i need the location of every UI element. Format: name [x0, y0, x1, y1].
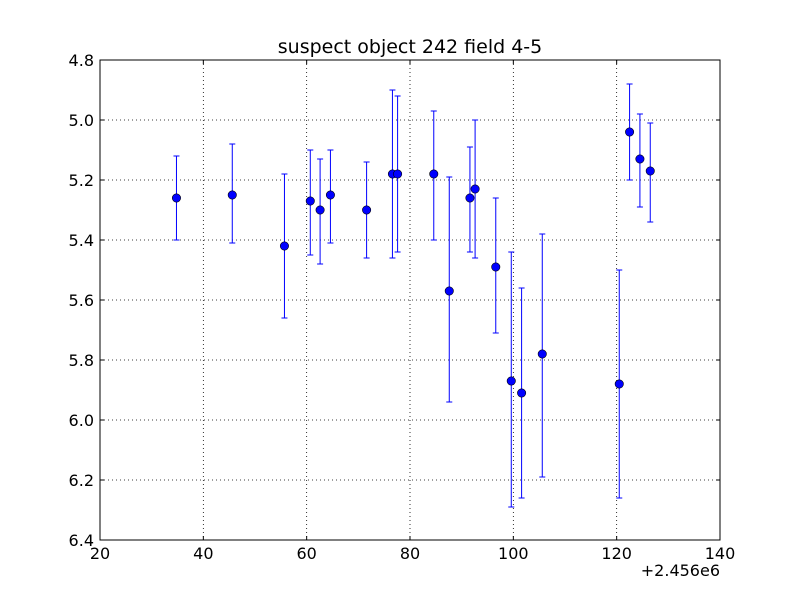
data-point: [305, 196, 315, 206]
y-tick-label: 5.4: [69, 231, 94, 250]
data-point: [171, 193, 181, 203]
x-axis-offset-label: +2.456e6: [641, 561, 720, 580]
x-tick-label: 40: [193, 544, 213, 563]
x-tick-label: 120: [601, 544, 632, 563]
y-tick-label: 6.2: [69, 471, 94, 490]
data-markers: [171, 127, 655, 398]
x-tick-label: 100: [498, 544, 529, 563]
y-tick-label: 4.8: [69, 51, 94, 70]
data-point: [362, 205, 372, 215]
data-point: [517, 388, 527, 398]
data-point: [537, 349, 547, 359]
data-point: [279, 241, 289, 251]
data-point: [614, 379, 624, 389]
x-tick-label: 140: [705, 544, 736, 563]
data-point: [491, 262, 501, 272]
data-point: [227, 190, 237, 200]
y-tick-label: 5.6: [69, 291, 94, 310]
data-point: [393, 169, 403, 179]
data-point: [444, 286, 454, 296]
x-tick-label: 20: [90, 544, 110, 563]
data-point: [625, 127, 635, 137]
y-tick-label: 6.0: [69, 411, 94, 430]
y-tick-label: 5.2: [69, 171, 94, 190]
data-point: [325, 190, 335, 200]
x-tick-label: 60: [296, 544, 316, 563]
axis-ticks: [99, 59, 721, 541]
data-point: [635, 154, 645, 164]
grid-lines: [100, 60, 720, 540]
y-tick-label: 5.8: [69, 351, 94, 370]
data-point: [429, 169, 439, 179]
data-point: [465, 193, 475, 203]
data-point: [645, 166, 655, 176]
x-axis-tick-labels: 20 40 60 80 100 120 140: [90, 544, 735, 563]
y-tick-label: 5.0: [69, 111, 94, 130]
y-axis-tick-labels: 4.8 5.0 5.2 5.4 5.6 5.8 6.0 6.2 6.4: [69, 51, 94, 550]
chart-title: suspect object 242 field 4-5: [278, 36, 543, 58]
data-point: [506, 376, 516, 386]
data-point: [315, 205, 325, 215]
x-tick-label: 80: [400, 544, 420, 563]
data-point: [470, 184, 480, 194]
y-tick-label: 6.4: [69, 531, 94, 550]
